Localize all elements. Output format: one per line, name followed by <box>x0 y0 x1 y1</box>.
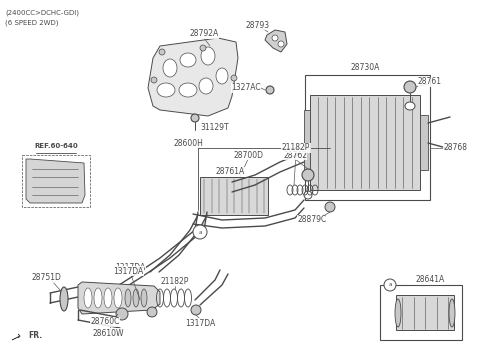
Text: 28751D: 28751D <box>31 274 61 282</box>
Text: 28761: 28761 <box>418 77 442 87</box>
Polygon shape <box>420 115 428 170</box>
Ellipse shape <box>191 114 199 122</box>
Text: REF.60-640: REF.60-640 <box>34 143 78 149</box>
Ellipse shape <box>104 288 112 308</box>
Ellipse shape <box>147 307 157 317</box>
Ellipse shape <box>125 289 131 307</box>
Polygon shape <box>78 282 160 314</box>
Ellipse shape <box>216 68 228 84</box>
Text: 28730A: 28730A <box>350 64 380 73</box>
Polygon shape <box>396 295 454 330</box>
Ellipse shape <box>272 35 278 41</box>
Ellipse shape <box>84 288 92 308</box>
Ellipse shape <box>133 289 139 307</box>
Ellipse shape <box>116 308 128 320</box>
Ellipse shape <box>179 83 197 97</box>
Text: FR.: FR. <box>28 332 42 341</box>
Ellipse shape <box>404 81 416 93</box>
Text: 28879C: 28879C <box>298 215 326 224</box>
Ellipse shape <box>278 41 284 47</box>
Polygon shape <box>265 30 287 52</box>
Text: 28792A: 28792A <box>190 30 218 38</box>
Polygon shape <box>310 95 420 190</box>
Polygon shape <box>12 334 20 340</box>
Text: a: a <box>388 282 392 288</box>
Text: 1317DA: 1317DA <box>185 319 215 327</box>
Text: (6 SPEED 2WD): (6 SPEED 2WD) <box>5 20 59 27</box>
Bar <box>380 285 462 340</box>
Text: 28760C: 28760C <box>90 318 120 327</box>
Ellipse shape <box>191 305 201 315</box>
Ellipse shape <box>193 225 207 239</box>
Text: 28600H: 28600H <box>173 139 203 148</box>
Text: a: a <box>198 230 202 235</box>
Polygon shape <box>200 177 268 215</box>
Text: 28641A: 28641A <box>415 275 444 284</box>
Text: 21182P: 21182P <box>282 143 310 153</box>
Ellipse shape <box>266 86 274 94</box>
Ellipse shape <box>180 53 196 67</box>
Ellipse shape <box>151 77 157 83</box>
Ellipse shape <box>325 202 335 212</box>
Ellipse shape <box>395 299 401 327</box>
Ellipse shape <box>201 47 215 65</box>
Ellipse shape <box>94 288 102 308</box>
Ellipse shape <box>159 49 165 55</box>
Text: 28768: 28768 <box>443 143 467 153</box>
Ellipse shape <box>141 289 147 307</box>
Polygon shape <box>148 38 238 116</box>
Ellipse shape <box>163 59 177 77</box>
Ellipse shape <box>405 102 415 110</box>
Ellipse shape <box>200 45 206 51</box>
Text: 1327AC: 1327AC <box>231 83 261 92</box>
Ellipse shape <box>231 75 237 81</box>
Text: 28761A: 28761A <box>216 168 245 177</box>
Ellipse shape <box>114 288 122 308</box>
Text: 21182P: 21182P <box>161 276 189 285</box>
Text: 28762: 28762 <box>283 150 307 159</box>
Ellipse shape <box>449 299 455 327</box>
Text: 28793: 28793 <box>246 21 270 30</box>
Polygon shape <box>26 159 85 203</box>
Text: 1317DA: 1317DA <box>113 267 143 275</box>
Ellipse shape <box>302 169 314 181</box>
Ellipse shape <box>199 78 213 94</box>
Polygon shape <box>304 110 310 175</box>
Text: 28700D: 28700D <box>233 150 263 159</box>
Text: 28610W: 28610W <box>92 328 124 337</box>
Ellipse shape <box>384 279 396 291</box>
Text: 1317DA: 1317DA <box>115 263 145 273</box>
Text: (2400CC>DCHC-GDI): (2400CC>DCHC-GDI) <box>5 10 79 16</box>
Bar <box>305 75 430 200</box>
Ellipse shape <box>60 287 68 311</box>
Bar <box>22 155 90 207</box>
Ellipse shape <box>304 191 312 199</box>
Ellipse shape <box>157 83 175 97</box>
Text: 31129T: 31129T <box>201 124 229 133</box>
